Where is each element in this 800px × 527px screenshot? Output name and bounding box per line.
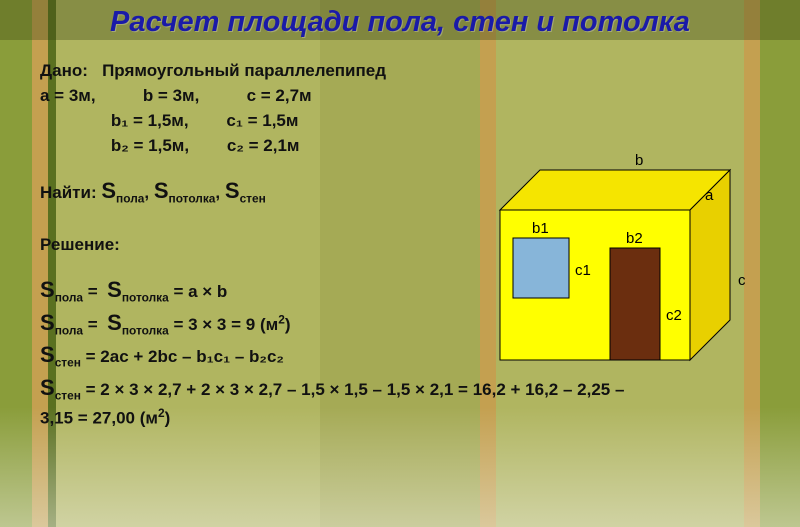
eq1: = (88, 282, 98, 301)
s1a-sub: пола (55, 291, 83, 305)
label-b2: b2 (626, 230, 643, 247)
close4: ) (165, 409, 171, 428)
rhs1: = a × b (169, 282, 228, 301)
s2a-sub: пола (55, 323, 83, 337)
b1-val: b₁ = 1,5м, (111, 111, 189, 130)
door-rect (610, 248, 660, 360)
rhs2: = 3 × 3 = 9 (м (169, 315, 278, 334)
label-b1: b1 (532, 220, 549, 237)
dims-line-3: b₂ = 1,5м, c₂ = 2,1м (40, 135, 470, 158)
find-label: Найти: (40, 183, 97, 202)
solution-label: Решение: (40, 234, 470, 257)
shape-desc: Прямоугольный параллелепипед (102, 61, 386, 80)
s2b: S (107, 310, 122, 335)
s3a: S (40, 342, 55, 367)
label-b: b (635, 152, 643, 169)
rhs4a: = 2 × 3 × 2,7 + 2 × 3 × 2,7 – 1,5 × 1,5 … (81, 380, 625, 399)
formula-line-3: Sстен = 2ac + 2bc – b₁c₁ – b₂c₂ (40, 340, 470, 370)
given-label: Дано: (40, 61, 88, 80)
s1a: S (40, 277, 55, 302)
close2: ) (285, 315, 291, 334)
s2a: S (40, 310, 55, 335)
find-line: Найти: Sпола, Sпотолка, Sстен (40, 176, 470, 206)
rhs4b: 3,15 = 27,00 (м (40, 409, 158, 428)
s1b-sub: потолка (122, 291, 169, 305)
b2-val: b₂ = 1,5м, (111, 136, 189, 155)
b-val: b = 3м, (143, 86, 200, 105)
s-floor: S (101, 178, 116, 203)
rhs3: = 2ac + 2bc – b₁c₁ – b₂c₂ (81, 347, 284, 366)
s1b: S (107, 277, 122, 302)
s3a-sub: стен (55, 355, 81, 369)
label-c2: c2 (666, 307, 682, 324)
formula-line-1: Sпола = Sпотолка = a × b (40, 275, 470, 305)
page-title: Расчет площади пола, стен и потолка (0, 6, 800, 39)
label-c1: c1 (575, 262, 591, 279)
c2-val: c₂ = 2,1м (227, 136, 300, 155)
label-c: c (738, 272, 746, 289)
c-val: c = 2,7м (247, 86, 312, 105)
content-block: Дано: Прямоугольный параллелепипед a = 3… (40, 60, 470, 433)
s4a-sub: стен (55, 388, 81, 402)
sup2: 2 (278, 312, 285, 326)
s-walls: S (225, 178, 240, 203)
a-val: a = 3м, (40, 86, 96, 105)
s-ceiling: S (154, 178, 169, 203)
dims-line-2: b₁ = 1,5м, c₁ = 1,5м (40, 110, 470, 133)
s-walls-sub: стен (240, 191, 266, 205)
s4a: S (40, 375, 55, 400)
window-rect (513, 238, 569, 298)
c1-val: c₁ = 1,5м (226, 111, 298, 130)
s-floor-sub: пола (116, 191, 144, 205)
formula-line-2: Sпола = Sпотолка = 3 × 3 = 9 (м2) (40, 308, 470, 338)
room-diagram: b a c b1 c1 b2 c2 (480, 120, 770, 370)
eq2: = (88, 315, 98, 334)
given-line: Дано: Прямоугольный параллелепипед (40, 60, 470, 83)
label-a: a (705, 187, 714, 204)
sup4: 2 (158, 406, 165, 420)
dims-line-1: a = 3м, b = 3м, c = 2,7м (40, 85, 470, 108)
formula-line-4b: 3,15 = 27,00 (м2) (40, 405, 760, 431)
formula-line-4: Sстен = 2 × 3 × 2,7 + 2 × 3 × 2,7 – 1,5 … (40, 373, 760, 403)
s2b-sub: потолка (122, 323, 169, 337)
s-ceiling-sub: потолка (169, 191, 216, 205)
